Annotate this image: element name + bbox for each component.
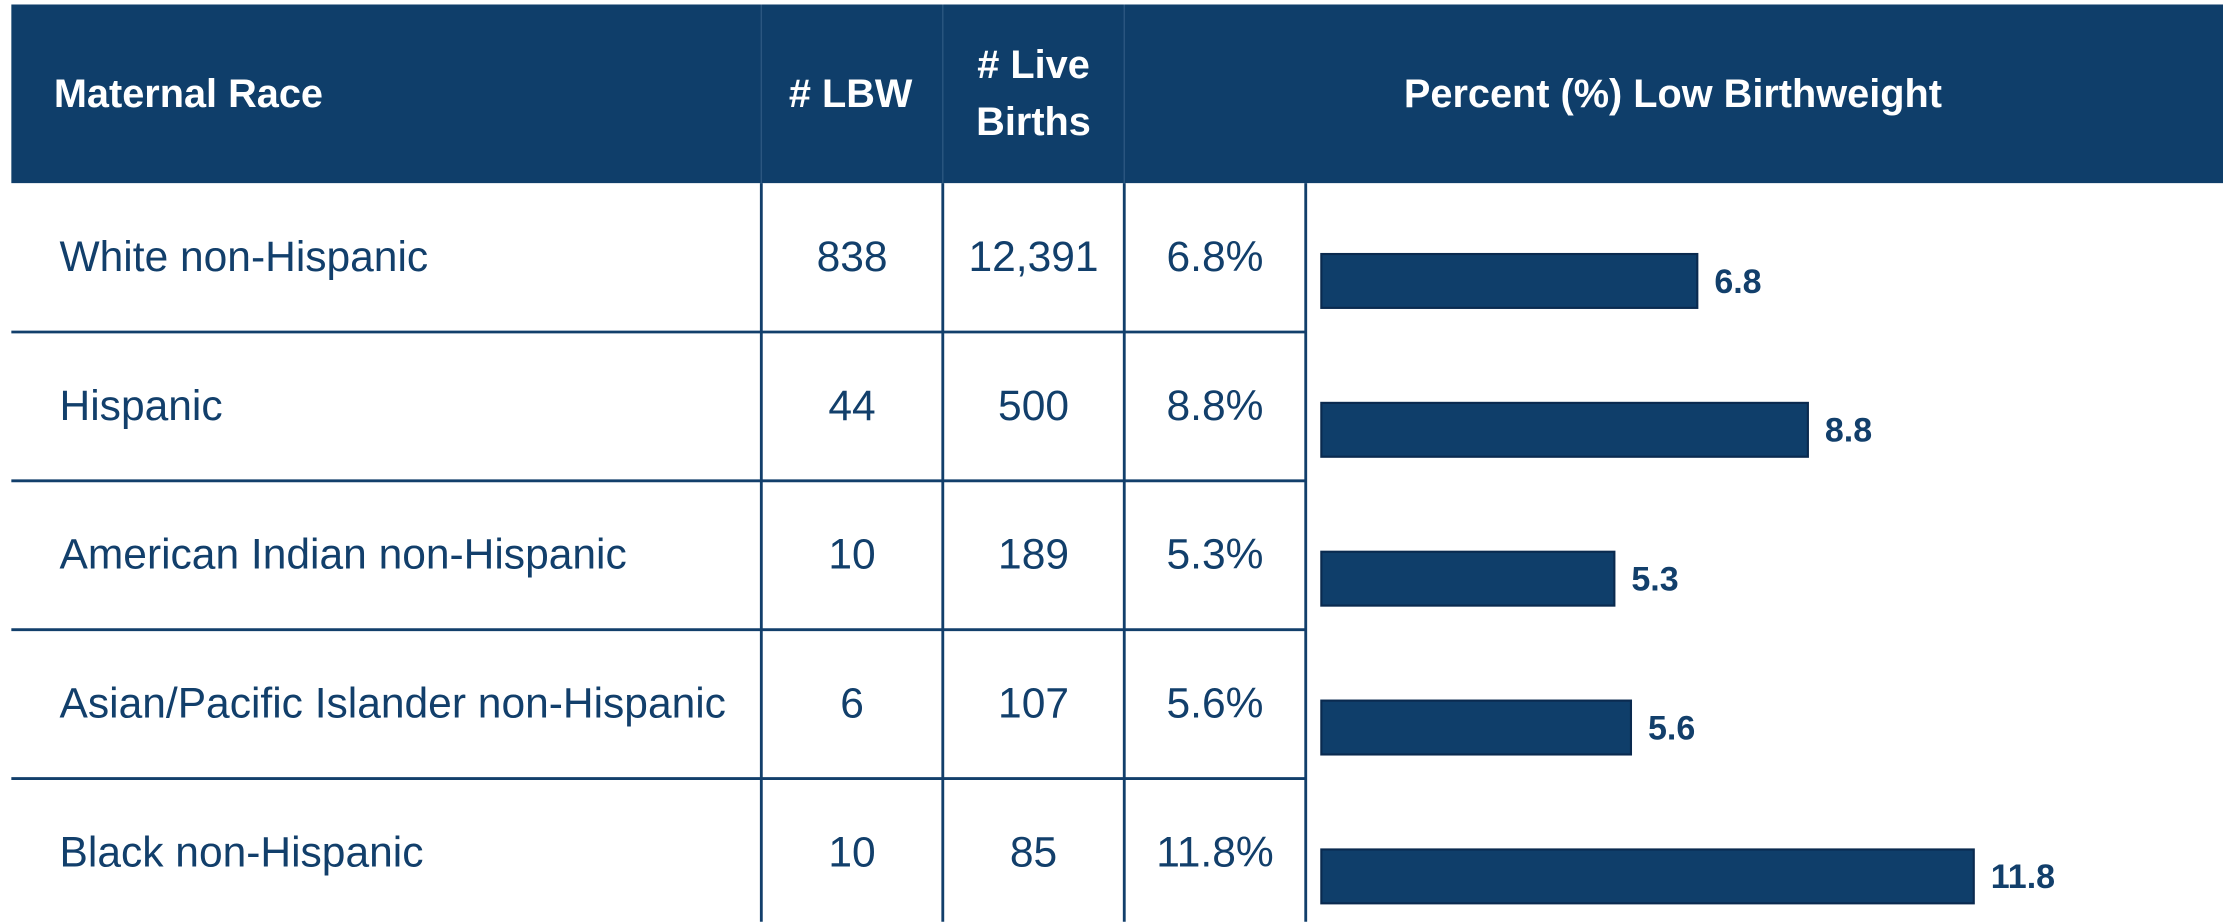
- cell-value: 8.8%: [1167, 382, 1264, 430]
- data-label: 6.8: [1714, 263, 1761, 301]
- row-label: Hispanic: [60, 382, 223, 430]
- cell-value: 500: [998, 382, 1069, 430]
- cell-value: 189: [998, 531, 1069, 579]
- header-band: [11, 4, 2223, 184]
- cell-value: 6.8%: [1167, 233, 1264, 281]
- header-cell: # LBW: [789, 72, 913, 116]
- bar: [1320, 848, 1975, 905]
- cell-value: 5.6%: [1167, 680, 1264, 728]
- data-label: 8.8: [1825, 412, 1872, 450]
- row-label: Black non-Hispanic: [60, 828, 424, 876]
- row-label: American Indian non-Hispanic: [60, 531, 627, 579]
- bar: [1320, 550, 1616, 607]
- cell-value: 11.8%: [1156, 828, 1273, 876]
- header-cell-wrap: # Live Births: [976, 42, 1091, 144]
- cell-value: 12,391: [969, 233, 1099, 281]
- data-label: 11.8: [1991, 858, 2055, 896]
- cell-value: 10: [828, 531, 875, 579]
- header-cell: Percent (%) Low Birthweight: [1404, 72, 1942, 116]
- cell-value: 85: [1010, 828, 1057, 876]
- bar: [1320, 699, 1633, 756]
- cell-value: 6: [840, 680, 864, 728]
- data-label: 5.3: [1631, 560, 1678, 598]
- cell-value: 10: [828, 828, 875, 876]
- row-label: Asian/Pacific Islander non-Hispanic: [60, 680, 726, 728]
- header-cell: # Live Births: [976, 42, 1091, 144]
- cell-value: 838: [817, 233, 888, 281]
- cell-value: 107: [998, 680, 1069, 728]
- header-cell: Maternal Race: [54, 72, 323, 116]
- row-label: White non-Hispanic: [60, 233, 429, 281]
- cell-value: 44: [828, 382, 875, 430]
- bar: [1320, 401, 1809, 458]
- cell-value: 5.3%: [1167, 531, 1264, 579]
- data-label: 5.6: [1648, 709, 1695, 747]
- bar: [1320, 252, 1699, 309]
